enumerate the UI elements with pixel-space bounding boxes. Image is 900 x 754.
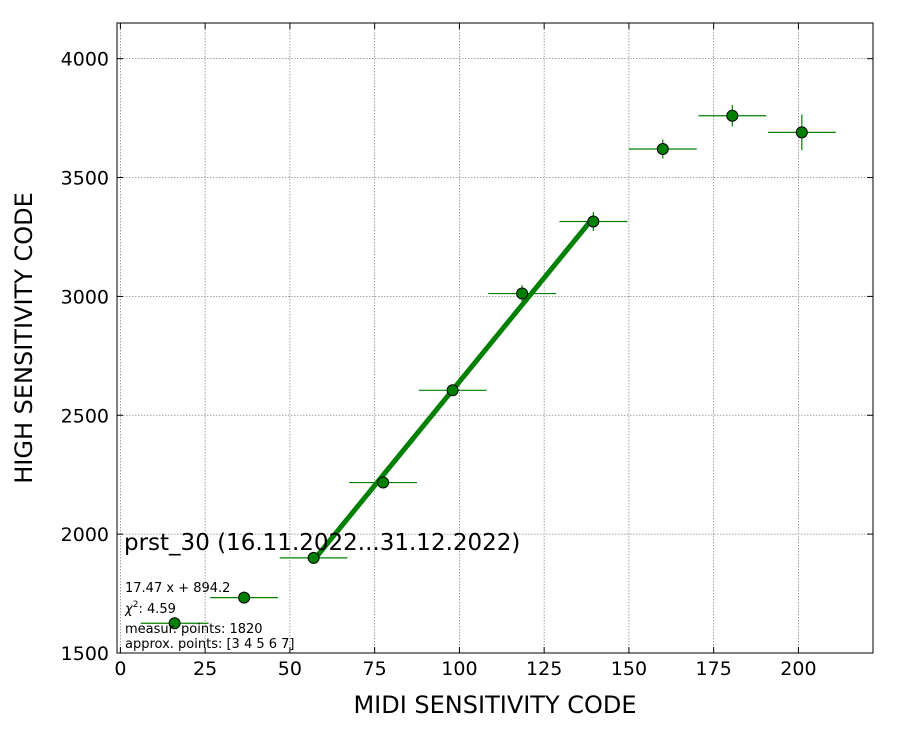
ticks: 0 25 50 75 100 125 150 175 200 1500 2000 2500 3000 35… [61, 23, 873, 680]
data-point [516, 287, 529, 300]
data-points [168, 109, 808, 630]
approx-points-label: approx. points: [3 4 5 6 7] [125, 637, 295, 652]
y-tick-label: 3000 [61, 286, 109, 308]
x-axis-label: MIDI SENSITIVITY CODE [353, 691, 636, 719]
y-tick-label: 2500 [61, 405, 109, 427]
data-point [795, 126, 808, 139]
data-point [238, 591, 251, 604]
x-tick-label: 25 [193, 658, 217, 680]
x-tick-label: 50 [278, 658, 302, 680]
y-axis-label: HIGH SENSITIVITY CODE [10, 192, 38, 484]
chi-square-label: χ2: 4.59 [124, 600, 176, 617]
x-tick-label: 125 [526, 658, 562, 680]
data-point [656, 143, 669, 155]
data-point [587, 215, 600, 228]
fit-equation-label: 17.47 x + 894.2 [125, 581, 230, 596]
y-tick-label: 4000 [61, 49, 109, 71]
chart-title: prst_30 (16.11.2022...31.12.2022) [124, 530, 520, 556]
data-point [726, 109, 739, 122]
y-tick-label: 1500 [61, 643, 109, 665]
x-tick-label: 100 [441, 658, 477, 680]
y-tick-label: 2000 [61, 524, 109, 546]
measured-points-label: measur. points: 1820 [125, 622, 263, 637]
x-tick-label: 200 [780, 658, 816, 680]
x-tick-label: 150 [611, 658, 647, 680]
x-tick-label: 0 [114, 658, 126, 680]
chi-exponent: 2 [133, 600, 139, 610]
data-point [307, 551, 320, 564]
chi-value: : 4.59 [138, 602, 175, 617]
data-point [377, 476, 390, 489]
x-tick-label: 175 [696, 658, 732, 680]
grid [117, 23, 873, 654]
data-point [168, 617, 181, 630]
x-tick-label: 75 [363, 658, 387, 680]
chi-symbol: χ [124, 602, 134, 617]
plot-frame [116, 22, 874, 654]
y-tick-label: 3500 [61, 168, 109, 190]
data-point [446, 384, 459, 397]
